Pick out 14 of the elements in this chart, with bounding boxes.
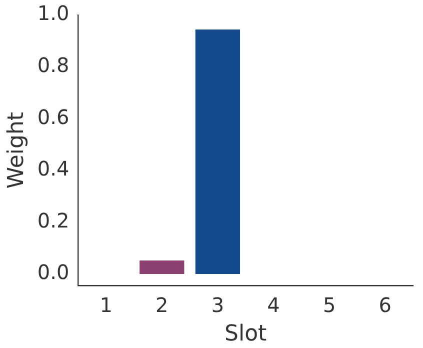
x-tick-label: 5 [322, 292, 336, 317]
x-tick-label: 4 [267, 292, 280, 317]
y-axis-title: Weight [4, 112, 29, 189]
y-tick-label: 0.6 [37, 104, 70, 129]
x-tick-label: 6 [378, 292, 392, 317]
y-tick-label: 0.2 [37, 208, 70, 232]
y-tick-label: 0.8 [37, 52, 70, 77]
x-tick-label: 3 [211, 292, 224, 317]
y-tick-label: 0.0 [37, 260, 70, 284]
x-axis-title: Slot [224, 322, 268, 347]
y-tick-label: 1.0 [37, 1, 70, 26]
y-tick-label: 0.4 [37, 156, 70, 181]
x-tick-label: 2 [156, 292, 168, 317]
x-tick-label: 1 [100, 292, 112, 317]
